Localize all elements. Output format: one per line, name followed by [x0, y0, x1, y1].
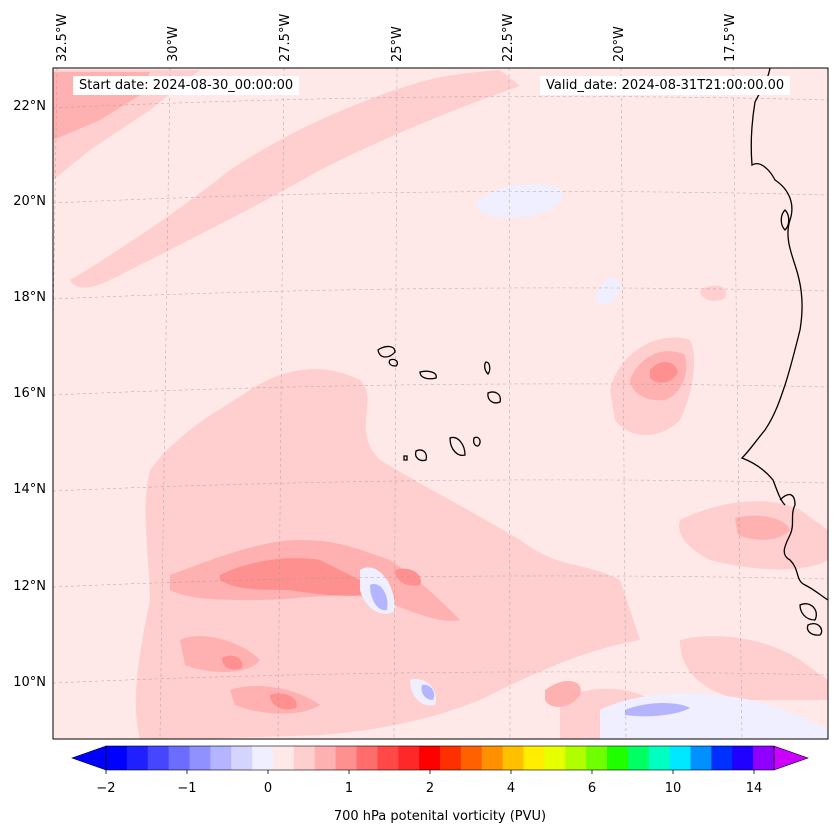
colorbar-segment: [377, 746, 399, 770]
colorbar-segment: [106, 746, 128, 770]
colorbar-frame: [105, 745, 775, 771]
colorbar-segment: [210, 746, 232, 770]
lat-label-14n: 14°N: [13, 482, 46, 497]
colorbar-tick: 0: [263, 781, 273, 796]
colorbar-segment: [189, 746, 211, 770]
colorbar-segment: [460, 746, 483, 770]
colorbar-segment: [565, 746, 587, 770]
colorbar-segment: [607, 746, 629, 770]
lon-label-27-5w: 27.5°W: [278, 13, 293, 62]
lon-label-17-5w: 17.5°W: [723, 13, 738, 62]
colorbar-segment: [398, 746, 420, 770]
lat-label-22n: 22°N: [13, 99, 46, 114]
colorbar-segment: [147, 746, 170, 770]
lat-label-12n: 12°N: [13, 579, 46, 594]
coastline: [377, 68, 828, 636]
lon-label-30w: 30°W: [166, 26, 181, 62]
colorbar-segment: [648, 746, 671, 770]
lon-label-25w: 25°W: [390, 26, 405, 62]
colorbar-segment: [335, 746, 357, 770]
lon-label-32-5w: 32.5°W: [55, 13, 70, 62]
colorbar-segment: [419, 746, 441, 770]
lat-label-16n: 16°N: [13, 386, 46, 401]
colorbar: [71, 745, 809, 774]
lat-label-20n: 20°N: [13, 194, 46, 209]
map-area: [53, 68, 828, 739]
pv-contour-negative-strong: [370, 584, 690, 717]
colorbar-segment: [481, 746, 504, 770]
colorbar-segment: [753, 746, 775, 770]
colorbar-segment: [252, 746, 274, 770]
colorbar-segment: [356, 746, 378, 770]
colorbar-segment: [669, 746, 691, 770]
map-frame: [52, 67, 829, 740]
colorbar-segment: [627, 746, 650, 770]
colorbar-tick: 1: [344, 781, 354, 796]
colorbar-segment: [502, 746, 524, 770]
colorbar-tick: 10: [664, 781, 682, 796]
colorbar-segment: [523, 746, 545, 770]
lat-label-18n: 18°N: [13, 290, 46, 305]
colorbar-tick: −1: [177, 781, 197, 796]
colorbar-segment: [273, 746, 295, 770]
lat-label-10n: 10°N: [13, 675, 46, 690]
colorbar-segment: [314, 746, 337, 770]
colorbar-tick: −2: [96, 781, 116, 796]
colorbar-segment: [126, 746, 149, 770]
pv-contour-strong: [220, 361, 678, 710]
colorbar-tick: 2: [425, 781, 435, 796]
colorbar-tick: 14: [745, 781, 763, 796]
colorbar-tick: 4: [506, 781, 516, 796]
colorbar-segment: [231, 746, 253, 770]
colorbar-segment: [586, 746, 608, 770]
pv-contour-light: [53, 70, 828, 739]
colorbar-extend-high: [773, 745, 809, 771]
colorbar-segment: [732, 746, 754, 770]
colorbar-extend-low: [71, 745, 107, 771]
lon-label-22-5w: 22.5°W: [501, 13, 516, 62]
lon-label-20w: 20°W: [612, 26, 627, 62]
colorbar-title: 700 hPa potenital vorticity (PVU): [333, 809, 547, 824]
colorbar-segment: [690, 746, 712, 770]
colorbar-segment: [168, 746, 190, 770]
colorbar-segment: [544, 746, 566, 770]
colorbar-segment: [440, 746, 462, 770]
valid-date-label: Valid_date: 2024-08-31T21:00:00.00: [540, 76, 791, 95]
gridlines: [53, 68, 828, 739]
colorbar-segment: [711, 746, 733, 770]
colorbar-tick: 6: [587, 781, 597, 796]
start-date-label: Start date: 2024-08-30_00:00:00: [73, 76, 300, 95]
colorbar-segment: [293, 746, 316, 770]
